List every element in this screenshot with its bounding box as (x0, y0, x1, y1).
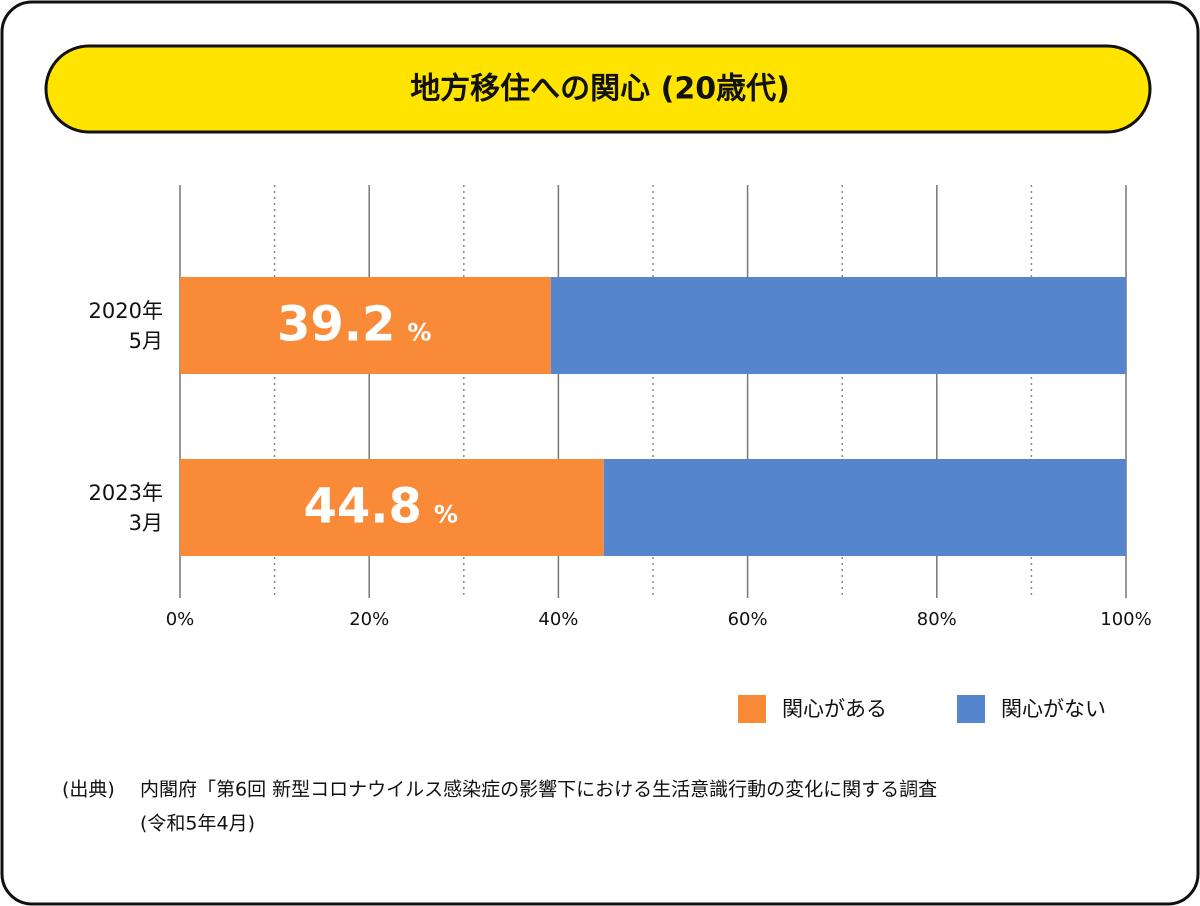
source-label: (出典) (62, 779, 115, 801)
bar-segment (603, 459, 1126, 556)
x-tick-label: 20% (349, 609, 389, 630)
title-pill (44, 44, 1152, 134)
x-tick-label: 80% (917, 609, 957, 630)
bar-segment (550, 277, 1126, 374)
y-tick-label: 2023年 3月 (88, 480, 163, 535)
legend-swatch (957, 695, 985, 723)
x-tick-label: 100% (1100, 609, 1151, 630)
chart-title: 地方移住への関心 (20歳代) (410, 72, 790, 107)
source-text: (令和5年4月) (140, 813, 255, 835)
data-label: 44.8 (303, 479, 421, 535)
legend-label: 関心がある (782, 697, 887, 721)
bar-segment (180, 459, 604, 556)
x-tick-label: 40% (538, 609, 578, 630)
data-label: 39.2 (277, 297, 395, 353)
x-tick-label: 60% (728, 609, 768, 630)
y-tick-label: 2020年 5月 (88, 298, 163, 353)
bar-segment (180, 277, 551, 374)
x-tick-label: 0% (166, 609, 195, 630)
legend-swatch (738, 695, 766, 723)
legend-label: 関心がない (1001, 697, 1106, 721)
data-label-unit: % (407, 319, 431, 347)
data-label-unit: % (434, 501, 458, 529)
source-text: 内閣府「第6回 新型コロナウイルス感染症の影響下における生活意識行動の変化に関す… (140, 779, 937, 801)
